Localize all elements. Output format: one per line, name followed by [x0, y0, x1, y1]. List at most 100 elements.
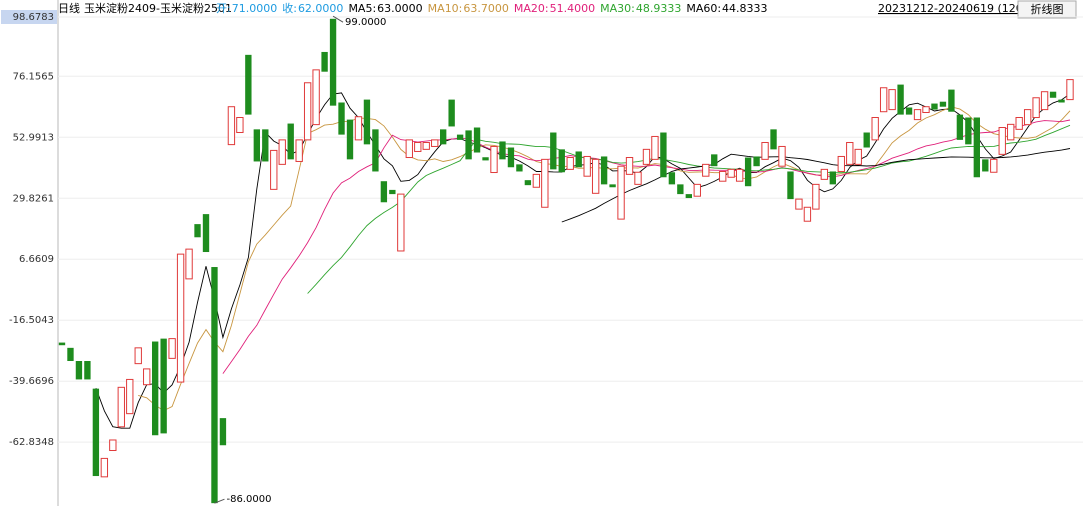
y-tick-label: 98.6783: [13, 12, 54, 23]
header-label: MA60:: [686, 2, 721, 15]
candle-body: [854, 148, 862, 165]
header-label: MA20:: [514, 2, 549, 15]
header-value: 71.0000: [232, 2, 278, 15]
candle-body: [516, 164, 523, 172]
candle-body: [727, 168, 735, 178]
header-label: 开:: [216, 2, 231, 15]
candle-body: [84, 361, 91, 380]
candle-body: [278, 139, 286, 165]
candle-body: [617, 165, 625, 220]
candle-body: [346, 119, 354, 160]
candle-body: [109, 439, 117, 452]
candle-body: [92, 388, 100, 477]
candle-body: [245, 54, 252, 115]
candle-body: [583, 155, 591, 177]
candle-body: [194, 224, 201, 238]
candle-body: [846, 142, 854, 165]
candle-body: [1015, 117, 1023, 130]
candle-body: [126, 378, 134, 415]
candle-body: [609, 184, 616, 188]
candle-body: [634, 171, 642, 185]
candle-body: [600, 156, 608, 185]
candle-body: [753, 156, 760, 167]
y-tick-highlight: [1, 10, 57, 24]
header-value: 63.0000: [377, 2, 423, 15]
candle-body: [888, 89, 896, 111]
header-value: 62.0000: [298, 2, 344, 15]
candle-body: [787, 171, 794, 200]
candle-body: [863, 132, 870, 148]
line-chart-button[interactable]: [1017, 0, 1077, 19]
candle-body: [422, 142, 430, 150]
candle-body: [405, 139, 413, 159]
candle-body: [134, 347, 142, 365]
chart-title: 玉米淀粉2409-玉米淀粉2501: [84, 1, 232, 15]
candle-body: [363, 99, 371, 145]
candle-body: [803, 206, 812, 222]
header-value: 44.8333: [722, 2, 768, 15]
date-range: 20231212-20240619 (120): [878, 2, 1027, 15]
annotation-leader: [332, 15, 344, 23]
candle-body: [202, 214, 210, 253]
y-tick-label: 52.9913: [13, 132, 54, 143]
candle-body: [982, 159, 989, 172]
candle-body: [550, 132, 557, 170]
candle-body: [575, 151, 582, 168]
candle-body: [837, 155, 845, 172]
candle-body: [397, 193, 405, 252]
candle-body: [591, 158, 600, 194]
candle-body: [956, 114, 964, 140]
candle-body: [668, 172, 676, 185]
candle-body: [879, 87, 888, 113]
candle-body: [372, 129, 379, 172]
candle-body: [176, 253, 185, 383]
candle-body: [820, 168, 829, 180]
candle-body: [558, 149, 565, 173]
candle-body: [1007, 123, 1015, 141]
ma-line: [561, 148, 1071, 223]
candle-body: [490, 145, 498, 174]
candle-body: [338, 102, 345, 135]
header-value: 63.7000: [463, 2, 509, 15]
candle-body: [939, 101, 947, 107]
y-tick-label: 76.1565: [13, 71, 54, 82]
candle-body: [448, 99, 455, 127]
candle-body: [566, 157, 574, 170]
header-label: 收:: [282, 1, 297, 15]
candle-body: [532, 173, 541, 188]
candle-body: [1040, 91, 1049, 111]
candle-body: [677, 184, 684, 195]
candle-body: [913, 109, 922, 121]
annotation: 99.0000: [345, 17, 386, 28]
y-tick-label: -39.6696: [9, 376, 54, 387]
line-chart-button-label[interactable]: 折线图: [1031, 2, 1064, 16]
annotation-leader: [214, 498, 225, 504]
candle-body: [465, 130, 472, 160]
candle-body: [456, 134, 464, 140]
candle-body: [287, 123, 294, 160]
candle-body: [117, 386, 125, 428]
candle-body: [1066, 79, 1074, 101]
candle-body: [973, 117, 980, 178]
candle-body: [651, 135, 659, 160]
candle-body: [185, 248, 193, 280]
candle-body: [431, 139, 439, 147]
candle-body: [270, 149, 278, 190]
candle-body: [761, 142, 769, 160]
annotation: -86.0000: [226, 494, 271, 505]
candle-body: [541, 158, 549, 208]
candle-body: [905, 107, 913, 115]
candle-body: [812, 183, 820, 210]
candle-body: [75, 361, 83, 380]
candle-body: [770, 129, 777, 150]
candle-body: [227, 106, 236, 146]
candle-body: [660, 132, 667, 178]
candle-body: [1032, 97, 1040, 119]
candle-body: [211, 267, 218, 504]
header-value: 51.4000: [550, 2, 596, 15]
candle-body: [922, 106, 930, 114]
header-label: MA5:: [348, 2, 376, 15]
candle-body: [702, 163, 710, 177]
y-tick-label: 6.6609: [19, 254, 54, 265]
